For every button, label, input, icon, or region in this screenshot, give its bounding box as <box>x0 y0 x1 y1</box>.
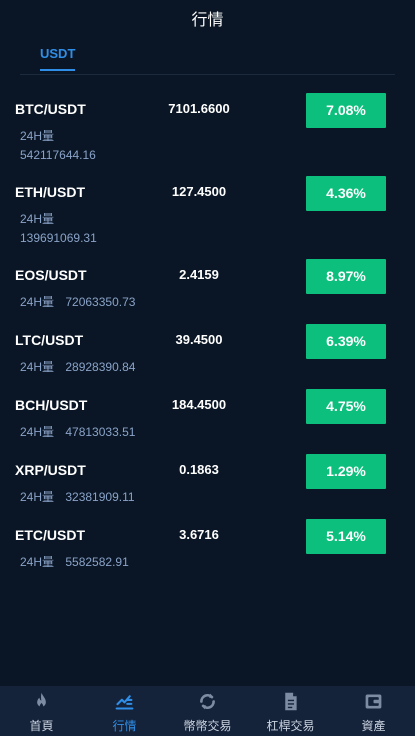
volume-label: 24H量 <box>20 425 55 439</box>
volume-24h: 24H量 542117644.16 <box>20 127 96 162</box>
exchange-icon <box>200 693 215 710</box>
nav-item-spot-trading[interactable]: 幣幣交易 <box>166 686 249 736</box>
bottom-nav: 首頁 行情 幣幣交易 杠桿交易 <box>0 686 415 736</box>
flame-icon <box>37 692 46 708</box>
nav-item-market[interactable]: 行情 <box>83 686 166 736</box>
volume-value: 5582582.91 <box>65 555 129 569</box>
nav-label: 杠桿交易 <box>266 719 315 733</box>
volume-value: 139691069.31 <box>20 231 97 245</box>
document-icon <box>285 692 297 711</box>
market-tabs: USDT <box>20 40 395 75</box>
change-badge[interactable]: 8.97% <box>306 259 386 294</box>
market-chart-icon <box>115 695 134 710</box>
volume-24h: 24H量 32381909.11 <box>20 488 135 505</box>
last-price: 127.4500 <box>171 184 227 199</box>
change-badge[interactable]: 4.75% <box>306 389 386 424</box>
change-badge[interactable]: 7.08% <box>306 93 386 128</box>
pair-name: BCH/USDT <box>15 397 88 413</box>
volume-value: 72063350.73 <box>65 295 136 309</box>
pair-name: ETC/USDT <box>15 527 85 543</box>
nav-label: 幣幣交易 <box>183 719 232 733</box>
wallet-icon <box>365 694 382 709</box>
change-badge[interactable]: 1.29% <box>306 454 386 489</box>
nav-label: 首頁 <box>29 719 54 733</box>
last-price: 0.1863 <box>179 462 219 477</box>
volume-label: 24H量 <box>20 490 55 504</box>
nav-item-assets[interactable]: 資產 <box>332 686 415 736</box>
nav-item-home[interactable]: 首頁 <box>0 686 83 736</box>
volume-label: 24H量 <box>20 212 55 226</box>
volume-24h: 24H量 28928390.84 <box>20 358 135 375</box>
change-badge[interactable]: 5.14% <box>306 519 386 554</box>
volume-label: 24H量 <box>20 295 55 309</box>
last-price: 2.4159 <box>179 267 219 282</box>
volume-24h: 24H量 139691069.31 <box>20 210 97 245</box>
last-price: 39.4500 <box>175 332 223 347</box>
pair-name: EOS/USDT <box>15 267 87 283</box>
volume-value: 542117644.16 <box>20 148 96 162</box>
volume-value: 32381909.11 <box>65 490 135 504</box>
nav-label: 行情 <box>112 719 137 733</box>
volume-value: 28928390.84 <box>65 360 136 374</box>
change-badge[interactable]: 4.36% <box>306 176 386 211</box>
pair-name: XRP/USDT <box>15 462 86 478</box>
last-price: 184.4500 <box>171 397 227 412</box>
volume-value: 47813033.51 <box>65 425 136 439</box>
volume-24h: 24H量 5582582.91 <box>20 553 129 570</box>
last-price: 3.6716 <box>179 527 219 542</box>
tab-usdt[interactable]: USDT <box>40 46 76 71</box>
pair-name: LTC/USDT <box>15 332 84 348</box>
volume-24h: 24H量 72063350.73 <box>20 293 135 310</box>
nav-item-margin-trading[interactable]: 杠桿交易 <box>249 686 332 736</box>
pair-name: BTC/USDT <box>15 101 86 117</box>
volume-label: 24H量 <box>20 555 55 569</box>
change-badge[interactable]: 6.39% <box>306 324 386 359</box>
pair-name: ETH/USDT <box>15 184 85 200</box>
volume-label: 24H量 <box>20 360 55 374</box>
volume-24h: 24H量 47813033.51 <box>20 423 135 440</box>
page-title: 行情 <box>191 10 224 29</box>
last-price: 7101.6600 <box>168 101 230 116</box>
volume-label: 24H量 <box>20 129 55 143</box>
nav-label: 資產 <box>361 719 386 733</box>
